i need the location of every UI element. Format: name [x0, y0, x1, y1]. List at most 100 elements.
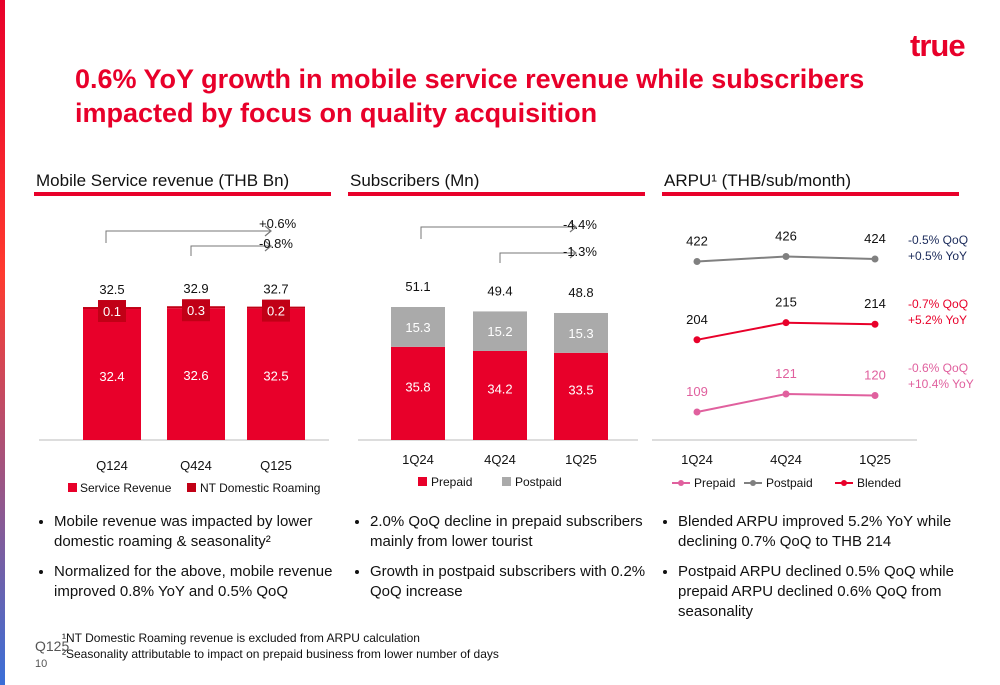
- edge-accent-bar: [0, 0, 5, 685]
- service-revenue-bar: [167, 308, 225, 440]
- qoq-bracket-arrowhead: [264, 240, 272, 252]
- legend-label-postpaid: Postpaid: [515, 475, 562, 489]
- legend-marker-postpaid: [750, 480, 756, 486]
- total-value-label: 48.8: [568, 285, 593, 300]
- prepaid-arpu-value: 109: [686, 384, 708, 399]
- postpaid-yoy-note: +0.5% YoY: [908, 249, 967, 263]
- yoy-bracket-arrowhead: [569, 221, 577, 233]
- prepaid-value: 34.2: [487, 381, 512, 396]
- service-revenue-value: 32.6: [183, 368, 208, 383]
- qoq-growth-label: -0.8%: [259, 236, 293, 251]
- postpaid-arpu-value: 426: [775, 229, 797, 244]
- blended-arpu-value: 214: [864, 296, 886, 311]
- qoq-growth-label: -1.3%: [563, 244, 597, 259]
- category-label: 4Q24: [484, 452, 516, 467]
- legend-label-prepaid: Prepaid: [431, 475, 472, 489]
- page-title: 0.6% YoY growth in mobile service revenu…: [75, 64, 865, 128]
- yoy-bracket: [420, 226, 575, 239]
- blended-yoy-note: +5.2% YoY: [908, 313, 967, 327]
- postpaid-arpu-point: [693, 258, 701, 265]
- blended-qoq-note: -0.7% QoQ: [908, 297, 968, 311]
- category-label: 1Q25: [565, 452, 597, 467]
- legend-label-blended: Blended: [857, 476, 901, 490]
- bullet: Mobile revenue was impacted by lower dom…: [54, 512, 344, 552]
- legend-swatch-nt-roaming: [187, 483, 196, 492]
- postpaid-value: 15.3: [568, 326, 593, 341]
- qoq-bracket: [190, 245, 270, 256]
- page-number: 10: [35, 658, 48, 670]
- service-revenue-bar: [247, 308, 305, 440]
- nt-roaming-value: 0.3: [187, 303, 205, 318]
- legend-label-prepaid: Prepaid: [694, 476, 735, 490]
- quarter-tag: Q125: [35, 638, 70, 654]
- bullet: Growth in postpaid subscribers with 0.2%…: [370, 562, 660, 602]
- service-revenue-value: 32.5: [263, 369, 288, 384]
- arpu-bullets: Blended ARPU improved 5.2% YoY while dec…: [660, 512, 978, 632]
- blended-arpu-point: [693, 336, 701, 344]
- prepaid-value: 35.8: [405, 379, 430, 394]
- postpaid-bar: [391, 307, 445, 347]
- prepaid-arpu-point: [871, 392, 879, 399]
- category-label: 1Q24: [402, 452, 434, 467]
- postpaid-value: 15.2: [487, 324, 512, 339]
- nt-roaming-value: 0.2: [267, 304, 285, 319]
- service-revenue-value: 32.4: [99, 369, 124, 384]
- prepaid-bar: [391, 346, 445, 440]
- postpaid-bar: [473, 311, 527, 351]
- yoy-bracket: [105, 230, 270, 243]
- subscribers-section-title: Subscribers (Mn): [350, 171, 480, 190]
- prepaid-bar: [473, 350, 527, 440]
- yoy-growth-label: +0.6%: [259, 216, 297, 231]
- category-label: Q125: [260, 458, 292, 473]
- true-logo: true: [910, 28, 966, 63]
- prepaid-qoq-note: -0.6% QoQ: [908, 361, 968, 375]
- total-value-label: 49.4: [487, 283, 512, 298]
- legend-marker-blended: [841, 480, 847, 486]
- blended-arpu-point: [782, 319, 790, 327]
- arpu-chart: 109 121 120 -0.6% QoQ +10.4% YoY 422 426 424 -0.…: [652, 229, 974, 490]
- postpaid-arpu-value: 422: [686, 234, 708, 249]
- category-label: 1Q25: [859, 452, 891, 467]
- legend-swatch-prepaid: [418, 477, 427, 486]
- bullet: 2.0% QoQ decline in prepaid subscribers …: [370, 512, 660, 552]
- bullet: Postpaid ARPU declined 0.5% QoQ while pr…: [678, 562, 978, 622]
- postpaid-arpu-point: [782, 253, 790, 260]
- subscribers-bullets: 2.0% QoQ decline in prepaid subscribers …: [352, 512, 660, 612]
- footnotes: ¹NT Domestic Roaming revenue is excluded…: [62, 630, 499, 662]
- service-revenue-bar: [83, 309, 141, 440]
- category-label: Q124: [96, 458, 128, 473]
- category-label: Q424: [180, 458, 212, 473]
- footnote: ¹NT Domestic Roaming revenue is excluded…: [62, 631, 420, 645]
- total-value-label: 32.5: [99, 282, 124, 297]
- nt-roaming-value-box: [182, 299, 210, 322]
- prepaid-arpu-value: 120: [864, 368, 886, 383]
- yoy-growth-label: -4.4%: [563, 217, 597, 232]
- legend-swatch-postpaid: [502, 477, 511, 486]
- postpaid-qoq-note: -0.5% QoQ: [908, 233, 968, 247]
- postpaid-arpu-value: 424: [864, 231, 886, 246]
- legend-label-postpaid: Postpaid: [766, 476, 813, 490]
- revenue-section-title: Mobile Service revenue (THB Bn): [36, 171, 290, 190]
- prepaid-arpu-point: [782, 390, 790, 398]
- revenue-section-rule: [34, 192, 331, 196]
- arpu-section-title: ARPU¹ (THB/sub/month): [664, 171, 852, 190]
- prepaid-value: 33.5: [568, 382, 593, 397]
- postpaid-value: 15.3: [405, 320, 430, 335]
- blended-arpu-point: [871, 320, 879, 328]
- prepaid-yoy-note: +10.4% YoY: [908, 377, 974, 391]
- subscribers-section-rule: [348, 192, 645, 196]
- postpaid-bar: [554, 312, 608, 353]
- legend-label-nt-roaming: NT Domestic Roaming: [200, 481, 320, 495]
- total-value-label: 32.9: [183, 281, 208, 296]
- blended-arpu-value: 215: [775, 295, 797, 310]
- prepaid-arpu-value: 121: [775, 366, 797, 381]
- nt-roaming-value-box: [262, 299, 290, 322]
- footnote: ²Seasonality attributable to impact on p…: [62, 647, 499, 661]
- qoq-bracket: [499, 252, 575, 263]
- legend-label-service-revenue: Service Revenue: [80, 481, 172, 495]
- nt-roaming-value: 0.1: [103, 304, 121, 319]
- nt-roaming-value-box: [98, 300, 126, 323]
- category-label: 1Q24: [681, 452, 713, 467]
- revenue-bullets: Mobile revenue was impacted by lower dom…: [36, 512, 344, 612]
- blended-arpu-value: 204: [686, 312, 708, 327]
